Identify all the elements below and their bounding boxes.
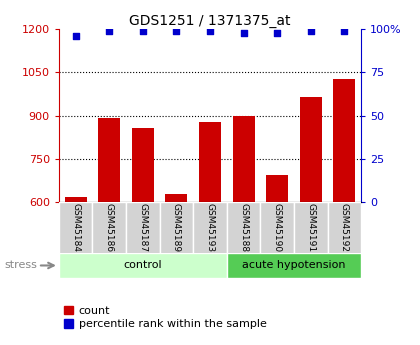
Bar <box>126 202 160 254</box>
Bar <box>328 202 361 254</box>
Point <box>274 30 281 36</box>
Text: GSM45193: GSM45193 <box>205 203 215 253</box>
Bar <box>199 122 221 345</box>
Text: acute hypotension: acute hypotension <box>242 260 346 270</box>
Text: GSM45191: GSM45191 <box>306 203 315 253</box>
Point <box>173 28 180 34</box>
Text: GSM45190: GSM45190 <box>273 203 282 253</box>
Bar <box>132 128 154 345</box>
Bar <box>193 202 227 254</box>
Point <box>207 28 213 34</box>
Text: GSM45192: GSM45192 <box>340 203 349 253</box>
Point <box>341 28 348 34</box>
Bar <box>233 116 255 345</box>
Bar <box>300 97 322 345</box>
Text: GSM45188: GSM45188 <box>239 203 248 253</box>
Bar <box>160 202 193 254</box>
Text: stress: stress <box>4 260 37 270</box>
Bar <box>165 194 187 345</box>
Point <box>240 30 247 36</box>
Bar <box>65 197 87 345</box>
Text: GSM45187: GSM45187 <box>138 203 147 253</box>
Point <box>72 33 79 39</box>
Bar <box>266 175 288 345</box>
Title: GDS1251 / 1371375_at: GDS1251 / 1371375_at <box>129 14 291 28</box>
Bar <box>98 118 120 345</box>
Bar <box>59 202 92 254</box>
Bar <box>59 253 227 278</box>
Text: GSM45189: GSM45189 <box>172 203 181 253</box>
Point <box>139 28 146 34</box>
Bar <box>227 202 260 254</box>
Text: GSM45186: GSM45186 <box>105 203 114 253</box>
Bar <box>227 253 361 278</box>
Bar <box>260 202 294 254</box>
Point <box>307 28 314 34</box>
Bar <box>294 202 328 254</box>
Legend: count, percentile rank within the sample: count, percentile rank within the sample <box>64 306 267 329</box>
Text: GSM45184: GSM45184 <box>71 203 80 253</box>
Bar <box>333 79 355 345</box>
Bar <box>92 202 126 254</box>
Point <box>106 28 113 34</box>
Text: control: control <box>123 260 162 270</box>
